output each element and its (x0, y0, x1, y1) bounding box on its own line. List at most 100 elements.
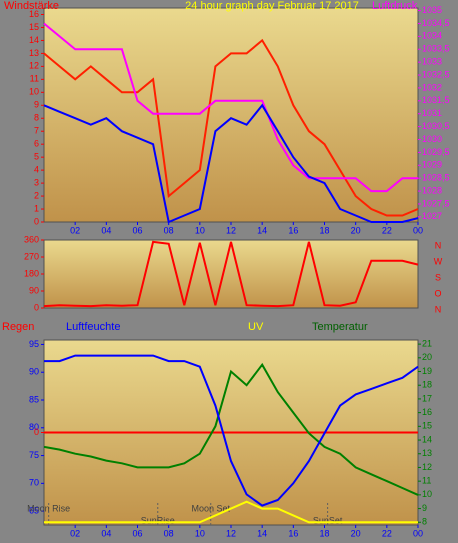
y2-tick-label: 1034,5 (422, 18, 450, 28)
y-tick-label: 80 (29, 422, 39, 432)
y2-tick-label: 1029 (422, 160, 442, 170)
header-label: Windstärke (4, 0, 59, 12)
y-tick-label: 270 (24, 251, 39, 261)
x-tick-label: 18 (319, 225, 329, 235)
y2-tick-label: 11 (422, 476, 431, 486)
y-tick-label: 12 (29, 61, 39, 71)
x-tick-label: 14 (257, 225, 267, 235)
x-tick-label: 04 (101, 528, 111, 538)
direction-label: W (434, 256, 443, 266)
y2-tick-label: 1027 (422, 211, 442, 221)
x-tick-label: 06 (132, 528, 142, 538)
direction-label: N (435, 240, 442, 250)
y2-tick-label: 1030 (422, 134, 442, 144)
x-tick-label: 10 (195, 528, 205, 538)
y2-tick-label: 8 (422, 517, 427, 527)
rain-tick-label: 0 (34, 427, 39, 437)
event-label: Moon Rise (27, 503, 70, 513)
y-tick-label: 11 (30, 74, 39, 84)
direction-label: S (435, 272, 441, 282)
y-tick-label: 5 (34, 152, 39, 162)
header-label: UV (248, 321, 264, 333)
y2-tick-label: 1031 (422, 108, 442, 118)
series-line (43, 103, 419, 224)
y-tick-label: 180 (24, 268, 39, 278)
y-tick-label: 0 (34, 302, 39, 312)
x-tick-label: 00 (413, 528, 423, 538)
y2-tick-label: 13 (422, 448, 432, 458)
y-tick-label: 14 (29, 35, 39, 45)
y2-tick-label: 12 (422, 462, 432, 472)
series-line (44, 500, 418, 524)
direction-label: N (435, 304, 442, 314)
x-tick-label: 16 (288, 528, 298, 538)
series-line (43, 38, 419, 217)
y2-tick-label: 15 (422, 421, 432, 431)
y2-tick-label: 1033,5 (422, 44, 450, 54)
header-label: Luftdruck (372, 0, 418, 12)
series-line (43, 362, 419, 496)
direction-label: O (434, 288, 441, 298)
y2-tick-label: 1033 (422, 57, 442, 67)
y-tick-label: 6 (34, 139, 39, 149)
y2-tick-label: 14 (422, 434, 432, 444)
y-tick-label: 8 (34, 113, 39, 123)
x-tick-label: 08 (164, 225, 174, 235)
y-tick-label: 0 (34, 216, 39, 226)
x-tick-label: 12 (226, 225, 236, 235)
x-tick-label: 22 (382, 528, 392, 538)
series-line (44, 354, 419, 507)
y-tick-label: 75 (29, 450, 39, 460)
y2-tick-label: 1034 (422, 31, 442, 41)
series-line (43, 240, 419, 308)
x-tick-label: 14 (257, 528, 267, 538)
y-tick-label: 85 (29, 394, 39, 404)
x-tick-label: 20 (351, 225, 361, 235)
y-tick-label: 360 (24, 234, 39, 244)
y2-tick-label: 16 (422, 407, 432, 417)
x-tick-label: 18 (319, 528, 329, 538)
y2-tick-label: 1032 (422, 82, 442, 92)
y2-tick-label: 1027,5 (422, 198, 450, 208)
x-tick-label: 22 (382, 225, 392, 235)
x-tick-label: 20 (351, 528, 361, 538)
y-tick-label: 65 (29, 505, 39, 515)
y2-tick-label: 19 (422, 366, 432, 376)
y2-tick-label: 10 (422, 489, 432, 499)
series-line (43, 22, 418, 193)
y2-tick-label: 21 (422, 338, 432, 348)
y-tick-label: 1 (34, 203, 39, 213)
x-tick-label: 08 (164, 528, 174, 538)
y-tick-label: 9 (34, 100, 39, 110)
y2-tick-label: 1030,5 (422, 121, 450, 131)
y-tick-label: 15 (29, 22, 39, 32)
y-tick-label: 2 (34, 190, 39, 200)
y-tick-label: 7 (34, 126, 39, 136)
plot-area (43, 239, 419, 309)
y-tick-label: 13 (29, 48, 39, 58)
x-tick-label: 12 (226, 528, 236, 538)
x-tick-label: 06 (132, 225, 142, 235)
y-tick-label: 3 (34, 177, 39, 187)
x-tick-label: 04 (101, 225, 111, 235)
x-tick-label: 16 (288, 225, 298, 235)
event-label: Moon Set (191, 503, 230, 513)
header-label: Regen (2, 321, 34, 333)
y2-tick-label: 1029,5 (422, 147, 450, 157)
y-tick-label: 16 (29, 9, 39, 19)
plot-area (43, 7, 419, 223)
y2-tick-label: 1028 (422, 185, 442, 195)
y2-tick-label: 1032,5 (422, 69, 450, 79)
y2-tick-label: 1028,5 (422, 173, 450, 183)
y2-tick-label: 17 (422, 393, 432, 403)
x-tick-label: 00 (413, 225, 423, 235)
header-label: 24 hour graph day Februar 17 2017 (185, 0, 359, 12)
event-label: SunRise (141, 515, 175, 525)
y-tick-label: 95 (29, 339, 39, 349)
y2-tick-label: 1031,5 (422, 95, 450, 105)
y2-tick-label: 20 (422, 352, 432, 362)
y-tick-label: 90 (29, 367, 39, 377)
y-tick-label: 4 (34, 164, 39, 174)
x-tick-label: 10 (195, 225, 205, 235)
